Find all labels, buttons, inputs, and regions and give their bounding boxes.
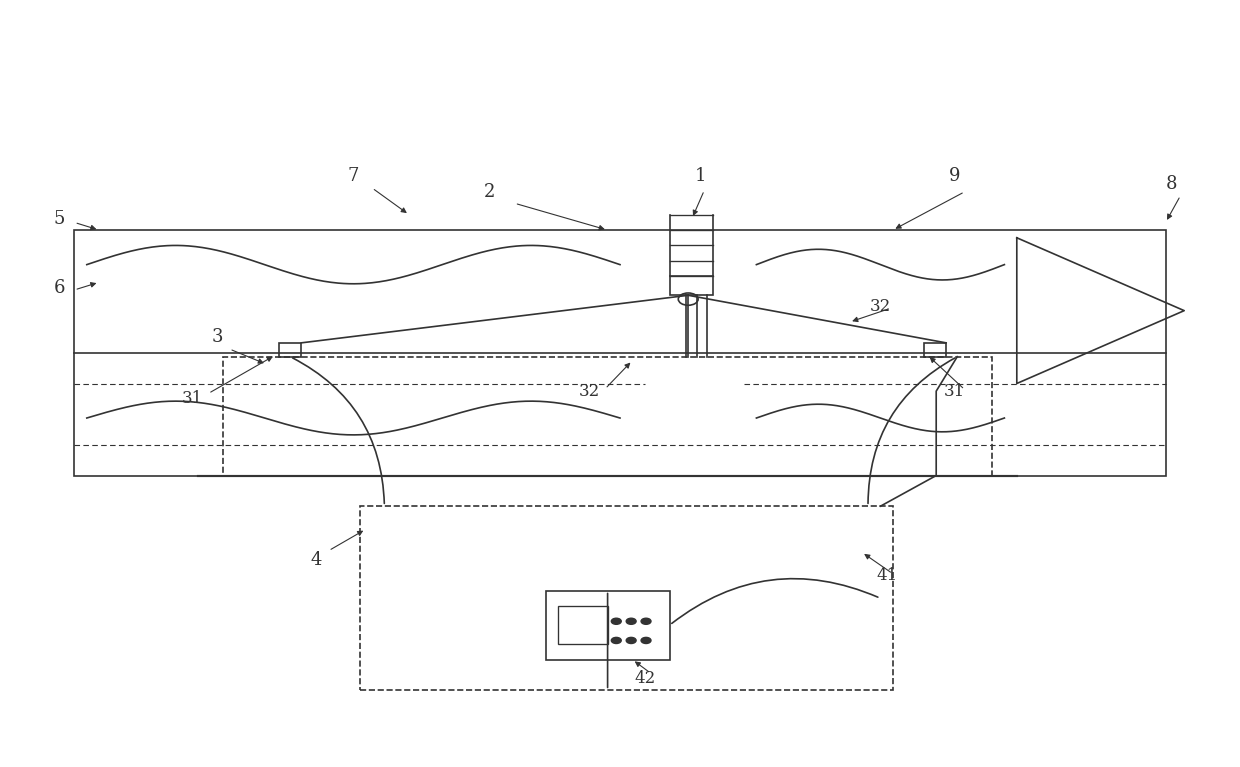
Circle shape	[611, 637, 621, 644]
Circle shape	[641, 637, 651, 644]
Bar	[924, 343, 946, 357]
Text: 9: 9	[949, 167, 961, 186]
Text: 32: 32	[578, 383, 600, 400]
Circle shape	[641, 618, 651, 624]
Bar	[360, 506, 893, 690]
Bar	[546, 591, 670, 660]
Bar	[670, 276, 713, 295]
Text: 41: 41	[875, 567, 898, 584]
Bar	[558, 606, 608, 644]
Circle shape	[626, 637, 636, 644]
Bar	[223, 357, 992, 476]
Text: 2: 2	[484, 183, 496, 201]
Text: 31: 31	[181, 390, 203, 407]
Text: 42: 42	[634, 670, 656, 687]
Text: 7: 7	[347, 167, 360, 186]
Text: 32: 32	[869, 298, 892, 315]
Bar	[279, 343, 301, 357]
Text: 3: 3	[211, 328, 223, 347]
Circle shape	[611, 618, 621, 624]
Bar	[74, 230, 1166, 476]
Text: 1: 1	[694, 167, 707, 186]
Text: 31: 31	[944, 383, 966, 400]
Circle shape	[626, 618, 636, 624]
Text: 6: 6	[53, 278, 66, 297]
Text: 8: 8	[1166, 175, 1178, 193]
Text: 5: 5	[53, 209, 66, 228]
Text: 4: 4	[310, 551, 322, 569]
